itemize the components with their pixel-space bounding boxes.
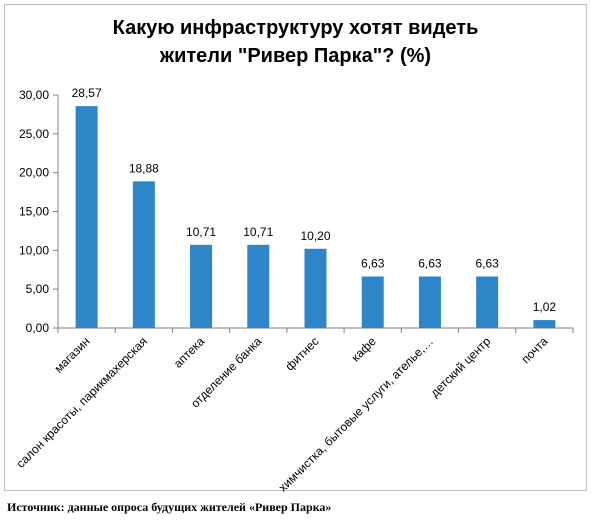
y-tick-label: 20,00	[19, 166, 49, 180]
chart-title: Какую инфраструктуру хотят видеть жители…	[0, 14, 591, 70]
category-label: почта	[519, 334, 551, 366]
data-label: 6,63	[418, 257, 442, 271]
data-label: 28,57	[72, 86, 102, 100]
data-label: 6,63	[475, 257, 499, 271]
category-label: аптека	[171, 334, 208, 371]
bar	[361, 276, 384, 328]
bar	[132, 181, 155, 328]
data-label: 10,71	[186, 225, 216, 239]
y-tick-label: 15,00	[19, 205, 49, 219]
data-label: 10,71	[243, 225, 273, 239]
bar	[190, 244, 213, 328]
bar	[533, 320, 556, 328]
y-tick-label: 5,00	[26, 282, 50, 296]
data-label: 6,63	[361, 257, 385, 271]
source-note: Источник: данные опроса будущих жителей …	[7, 500, 332, 514]
bar	[418, 276, 441, 328]
chart-title-line-1: Какую инфраструктуру хотят видеть	[112, 17, 479, 39]
category-label: магазин	[51, 334, 92, 375]
data-label: 10,20	[300, 229, 330, 243]
data-label: 18,88	[129, 161, 159, 175]
category-label: кафе	[349, 334, 379, 364]
chart-title-line-2: жители "Ривер Парка"? (%)	[159, 45, 432, 67]
bar	[476, 276, 499, 328]
category-label: детский центр	[428, 334, 494, 400]
chart-frame	[4, 4, 587, 491]
y-tick-label: 10,00	[19, 243, 49, 257]
y-tick-label: 25,00	[19, 127, 49, 141]
y-tick-label: 30,00	[19, 88, 49, 102]
bar	[304, 248, 327, 328]
bar	[247, 244, 270, 328]
bar	[75, 106, 98, 329]
category-label: фитнес	[282, 334, 321, 373]
data-label: 1,02	[533, 300, 557, 314]
bar-chart: 0,00 5,00 10,00 15,00 20,00 25,00 30,00 28,57 м…	[13, 86, 574, 495]
y-tick-label: 0,00	[26, 321, 50, 335]
